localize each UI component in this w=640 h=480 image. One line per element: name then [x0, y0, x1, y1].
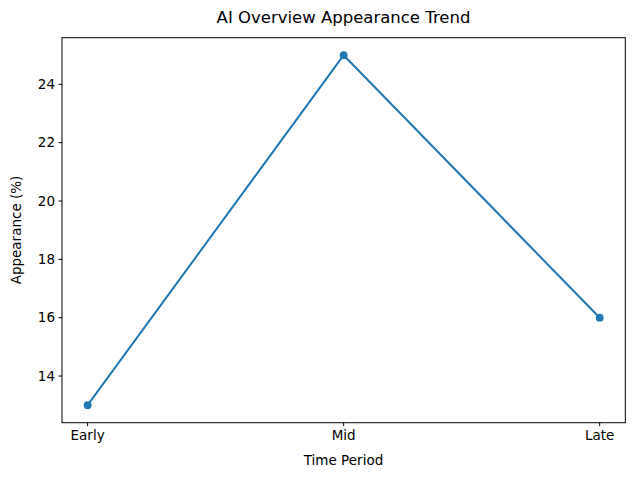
- y-tick-label: 18: [38, 251, 55, 267]
- y-tick-label: 16: [38, 309, 55, 325]
- x-axis-label: Time Period: [62, 452, 625, 468]
- line-chart-plot-area: 14 16 18 20 22 24 Early Mid Late: [0, 0, 640, 480]
- data-point-early: [84, 401, 92, 409]
- y-tick-label: 20: [38, 193, 55, 209]
- y-tick-label: 24: [38, 76, 55, 92]
- plot-border: [62, 38, 625, 423]
- x-tick-label: Mid: [332, 427, 356, 443]
- x-tick-label: Late: [585, 427, 614, 443]
- y-tick-label: 22: [38, 134, 55, 150]
- data-point-mid: [340, 51, 348, 59]
- x-tick-label: Early: [71, 427, 105, 443]
- trend-line: [88, 55, 600, 405]
- figure: AI Overview Appearance Trend Appearance …: [0, 0, 640, 480]
- data-point-late: [596, 314, 604, 322]
- y-tick-label: 14: [38, 368, 55, 384]
